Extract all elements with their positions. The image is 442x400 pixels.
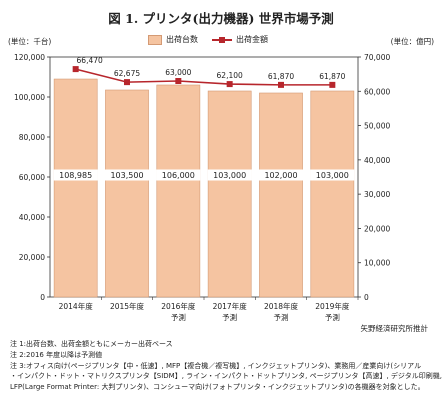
right-axis-tick-label: 0 [364,293,369,302]
line-marker-swatch-icon [212,36,232,44]
bar-value-label: 102,000 [264,171,297,180]
bar-value-label: 103,000 [316,171,349,180]
left-axis-tick-label: 20,000 [19,253,45,262]
value-point [124,79,130,86]
value-point [175,78,182,84]
right-axis-tick-label: 60,000 [364,87,390,96]
bar-value-label-bg [105,169,149,181]
x-axis-tick-label: 予測 [171,312,186,322]
value-point-label: 62,675 [114,69,140,78]
chart-title: 図 1. プリンタ(出力機器) 世界市場予測 [108,11,334,26]
value-point [226,81,233,88]
value-point [72,66,79,73]
value-point-label: 61,870 [319,72,345,81]
left-axis-tick-label: 40,000 [19,213,45,222]
bar [259,92,303,298]
value-point-label: 63,000 [165,68,191,77]
bar-value-label-bg [310,169,355,181]
x-axis-tick-label: 2017年度 [213,301,248,311]
right-axis-tick-label: 40,000 [364,156,390,165]
value-point [329,81,336,88]
left-axis-tick-label: 120,000 [14,53,45,62]
right-axis-tick-label: 70,000 [364,53,390,62]
x-axis-tick-label: 2014年度 [59,301,94,311]
legend-item-units: 出荷台数 [148,34,198,45]
value-point-label: 66,470 [77,56,103,65]
legend-label-units: 出荷台数 [166,35,198,44]
footnote-3b: ・インパクト・ドット・マトリクスプリンタ【SIDM】, ライン・インパクト・ドッ… [10,372,442,381]
x-axis-tick-label: 2018年度 [264,301,299,311]
value-line [75,68,333,86]
footnote-1: 注 1:出荷台数、出荷金額ともにメーカー出荷ベース [10,340,173,348]
x-axis-tick-label: 2019年度 [315,301,350,311]
x-axis-tick-label: 予測 [274,312,289,322]
bar-value-label: 103,000 [213,171,246,180]
value-point-label: 62,100 [217,71,243,80]
bar-value-label: 103,500 [110,171,143,180]
right-axis-tick-label: 20,000 [364,224,390,233]
right-axis-tick-label: 50,000 [364,122,390,131]
x-axis-tick-label: 2015年度 [110,301,145,311]
x-axis-tick-label: 2016年度 [161,301,196,311]
left-axis-tick-label: 100,000 [14,93,45,102]
left-axis-tick-label: 60,000 [19,173,45,182]
bar [105,89,149,298]
x-axis-tick-label: 予測 [325,312,340,322]
footnote-2: 注 2:2016 年度以降は予測値 [10,350,103,359]
left-axis-tick-label: 0 [40,293,45,302]
right-axis-tick-label: 10,000 [364,259,390,268]
left-axis-tick-label: 80,000 [19,133,45,142]
footnote-3a: 注 3:オフィス向け(ページプリンタ【中・低速】, MFP【複合機／複写機】, … [10,361,422,370]
bar [53,78,98,298]
footnote-3c: LFP(Large Format Printer: 大判プリンタ)、コンシューマ… [10,383,425,392]
bar-value-label-bg [156,169,201,181]
bar-value-label-bg [207,169,252,181]
legend-label-value: 出荷金額 [236,35,268,44]
right-axis-unit: (単位：億円) [390,37,434,46]
bar [156,84,201,298]
value-point-label: 61,870 [268,72,294,81]
footnotes: 注 1:出荷台数、出荷金額ともにメーカー出荷ベース 注 2:2016 年度以降は… [10,339,442,393]
source-credit: 矢野経済研究所推計 [360,324,429,333]
right-axis-tick-label: 30,000 [364,190,390,199]
left-axis-unit: (単位：千台) [8,37,52,46]
legend-item-value: 出荷金額 [212,34,268,45]
legend: 出荷台数 出荷金額 [148,34,282,45]
bar-value-label-bg [53,169,98,181]
bar-swatch-icon [148,34,162,45]
value-point [278,81,284,88]
bar-value-label-bg [259,169,303,181]
bar-value-label: 108,985 [59,171,92,180]
x-axis-tick-label: 予測 [222,312,237,322]
bar [207,90,252,298]
bar-value-label: 106,000 [162,171,195,180]
bar [310,90,355,298]
